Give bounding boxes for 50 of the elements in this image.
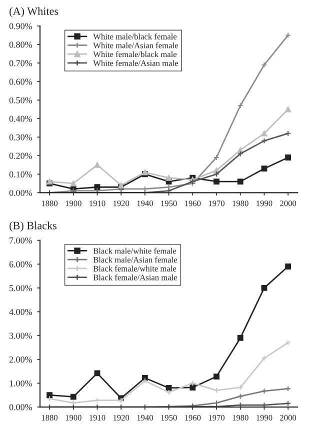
x-tick-label: 1960 bbox=[185, 200, 201, 206]
y-tick-label: 0.70% bbox=[9, 60, 32, 66]
x-tick-label: 1950 bbox=[161, 414, 177, 421]
y-tick-label: 0.50% bbox=[9, 97, 32, 104]
y-tick-label: 0.20% bbox=[9, 152, 32, 159]
x-tick-label: 1910 bbox=[90, 414, 106, 421]
x-tick-label: 1940 bbox=[137, 414, 153, 421]
chart-title: (A) Whites bbox=[10, 7, 58, 18]
x-tick-label: 2000 bbox=[280, 414, 296, 421]
y-tick-label: 0.90% bbox=[9, 23, 32, 30]
y-tick-label: 0.30% bbox=[9, 134, 32, 140]
legend-label: Black male/Asian female bbox=[93, 256, 178, 263]
x-tick-label: 1900 bbox=[66, 414, 82, 421]
legend-label: Black female/Asian male bbox=[93, 274, 178, 280]
y-tick-label: 7.00% bbox=[10, 237, 32, 244]
x-tick-label: 1920 bbox=[113, 414, 130, 421]
x-tick-label: 1920 bbox=[113, 200, 130, 206]
chart-title: (B) Blacks bbox=[10, 221, 57, 232]
x-tick-label: 1960 bbox=[185, 414, 201, 421]
x-tick-label: 2000 bbox=[280, 200, 296, 206]
x-tick-label: 1970 bbox=[208, 200, 225, 206]
y-tick-label: 5.00% bbox=[10, 285, 32, 292]
y-tick-label: 0.60% bbox=[9, 78, 32, 85]
y-tick-label: 0.80% bbox=[9, 42, 32, 48]
x-tick-label: 1910 bbox=[90, 200, 106, 206]
y-tick-label: 3.00% bbox=[9, 332, 32, 339]
y-tick-label: 2.00% bbox=[9, 356, 32, 363]
x-tick-label: 1980 bbox=[232, 200, 248, 206]
legend-label: White female/black male bbox=[93, 51, 177, 58]
y-tick-label: 0.00% bbox=[9, 190, 32, 196]
y-tick-label: 4.00% bbox=[9, 308, 32, 316]
y-tick-label: 6.00% bbox=[9, 261, 32, 268]
x-tick-label: 1990 bbox=[256, 414, 272, 421]
x-tick-label: 1990 bbox=[256, 200, 272, 206]
x-tick-label: 1980 bbox=[232, 414, 248, 421]
legend-label: Black female/white male bbox=[93, 265, 176, 272]
legend-label: White male/black female bbox=[93, 33, 177, 40]
y-tick-label: 0.00% bbox=[9, 404, 32, 410]
legend-label: Black male/white female bbox=[93, 248, 176, 254]
x-tick-label: 1940 bbox=[137, 200, 153, 206]
y-tick-label: 1.00% bbox=[10, 380, 32, 386]
legend-label: White female/Asian male bbox=[93, 60, 178, 66]
y-tick-label: 0.40% bbox=[9, 116, 32, 122]
x-tick-label: 1950 bbox=[161, 200, 177, 206]
x-tick-label: 1900 bbox=[66, 200, 82, 206]
legend-label: White male/Asian female bbox=[93, 42, 178, 48]
x-tick-label: 1970 bbox=[208, 414, 225, 421]
y-tick-label: 0.10% bbox=[9, 171, 32, 178]
x-tick-label: 1880 bbox=[42, 414, 58, 421]
x-tick-label: 1880 bbox=[42, 200, 58, 206]
